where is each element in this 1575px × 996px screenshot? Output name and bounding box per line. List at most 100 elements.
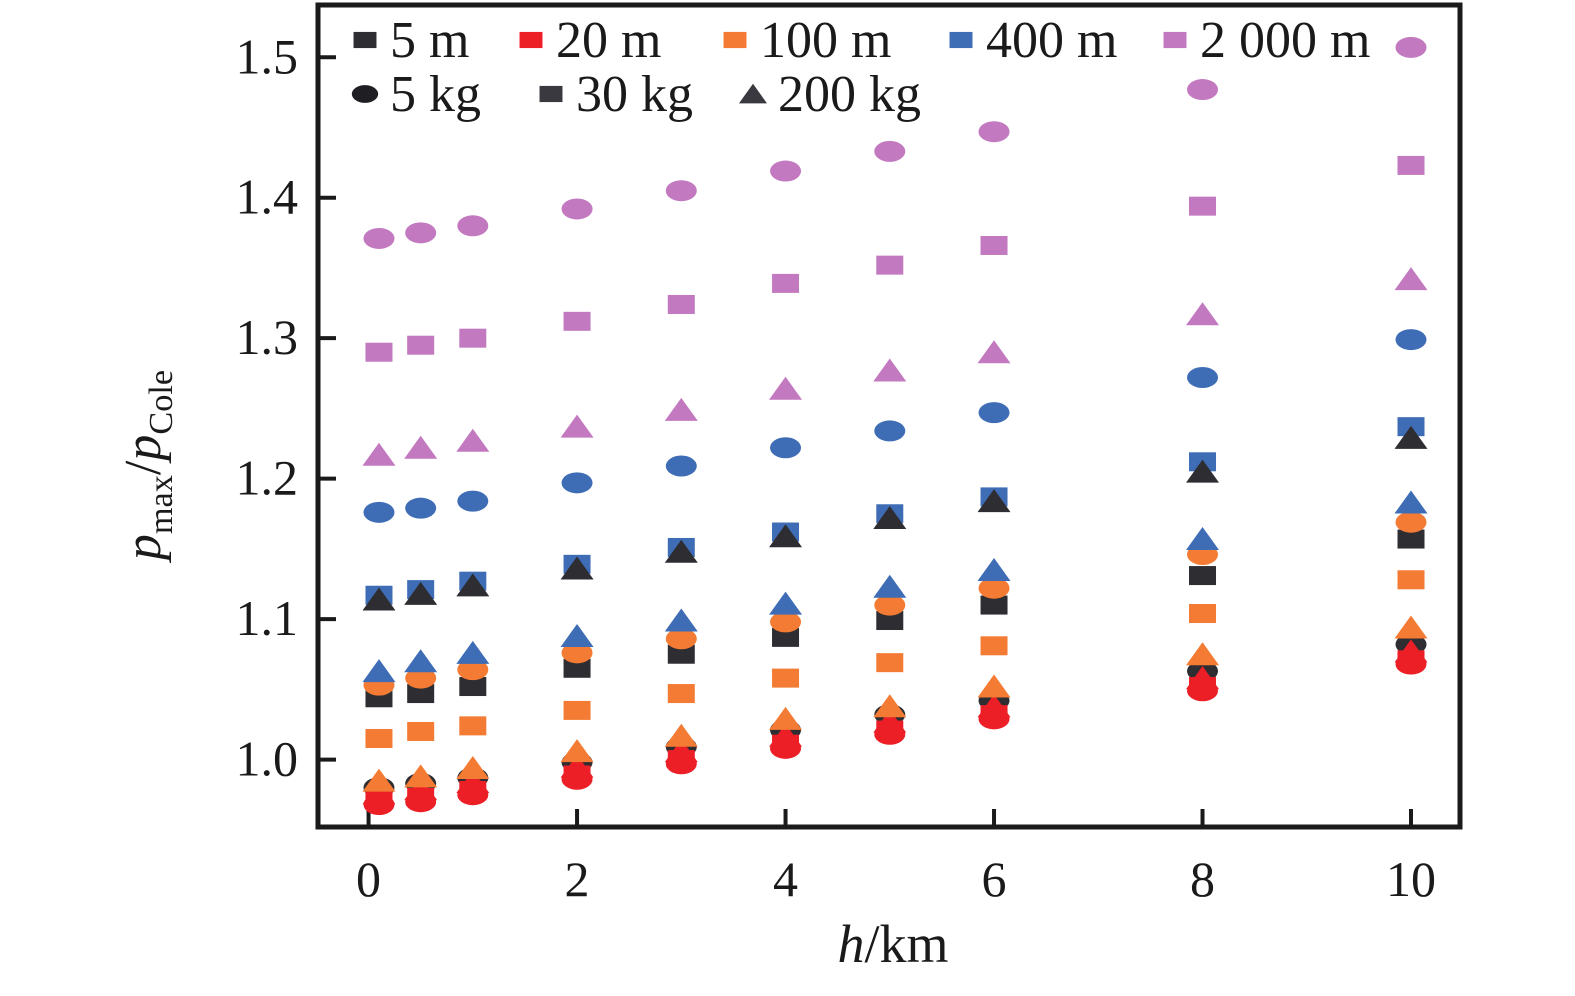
- legend-swatch-30-kg: [539, 85, 563, 103]
- marker-100-m-5-kg-h10: [1395, 511, 1427, 533]
- marker-100-m-200-kg-h6: [977, 674, 1011, 698]
- marker-2-000-m-200-kg-h8: [1186, 302, 1220, 326]
- legend-swatch-400-m: [949, 31, 973, 49]
- marker-20-m-200-kg-h10: [1394, 639, 1428, 663]
- marker-400-m-200-kg-h10: [1394, 490, 1428, 514]
- marker-2-000-m-30-kg-h0.1: [365, 342, 393, 362]
- marker-100-m-5-kg-h3: [665, 628, 697, 650]
- marker-2-000-m-5-kg-h3: [665, 180, 697, 202]
- marker-100-m-200-kg-h8: [1186, 642, 1220, 666]
- legend-label-2-000-m: 2 000 m: [1200, 12, 1370, 69]
- marker-400-m-200-kg-h8: [1186, 527, 1220, 551]
- marker-20-m-200-kg-h1: [456, 770, 490, 794]
- marker-20-m-200-kg-h2: [560, 754, 594, 778]
- marker-5-m-200-kg-h3: [664, 539, 698, 563]
- marker-100-m-5-kg-h2: [561, 642, 593, 664]
- marker-2-000-m-30-kg-h3: [667, 294, 695, 314]
- marker-5-m-200-kg-h5: [873, 505, 907, 529]
- marker-400-m-5-kg-h0.5: [405, 497, 437, 519]
- marker-2-000-m-5-kg-h10: [1395, 36, 1427, 58]
- marker-100-m-200-kg-h10: [1394, 615, 1428, 639]
- marker-400-m-200-kg-h0.5: [404, 649, 438, 673]
- legend-label-200-kg: 200 kg: [778, 66, 921, 123]
- marker-20-m-200-kg-h5: [873, 709, 907, 733]
- legend-swatch-20-m: [519, 31, 543, 49]
- legend-label-5-m: 5 m: [390, 12, 469, 69]
- x-tick-label: 0: [356, 851, 381, 907]
- legend-swatch-2-000-m: [1163, 31, 1187, 49]
- marker-2-000-m-200-kg-h0.5: [404, 435, 438, 459]
- marker-100-m-30-kg-h6: [980, 636, 1008, 656]
- legend-swatch-5-kg: [351, 85, 379, 103]
- legend-label-30-kg: 30 kg: [576, 66, 693, 123]
- marker-20-m-200-kg-h4: [769, 723, 803, 747]
- y-tick-label: 1.2: [236, 450, 299, 506]
- marker-100-m-200-kg-h0.1: [362, 768, 396, 792]
- marker-400-m-200-kg-h2: [560, 623, 594, 647]
- marker-5-m-30-kg-h4: [772, 627, 800, 647]
- marker-100-m-5-kg-h0.5: [405, 667, 437, 689]
- marker-100-m-30-kg-h5: [876, 653, 904, 673]
- marker-100-m-5-kg-h1: [457, 659, 489, 681]
- marker-20-m-200-kg-h8: [1186, 666, 1220, 690]
- marker-2-000-m-30-kg-h4: [772, 273, 800, 293]
- marker-5-m-30-kg-h5: [876, 611, 904, 631]
- marker-5-m-200-kg-h4: [769, 524, 803, 548]
- marker-5-m-200-kg-h0.5: [404, 581, 438, 605]
- marker-400-m-200-kg-h6: [977, 557, 1011, 581]
- marker-2-000-m-30-kg-h8: [1189, 196, 1217, 216]
- legend-swatch-200-kg: [738, 83, 768, 104]
- marker-100-m-5-kg-h4: [770, 611, 802, 633]
- marker-100-m-5-kg-h6: [978, 577, 1010, 599]
- marker-400-m-5-kg-h1: [457, 490, 489, 512]
- marker-400-m-200-kg-h3: [664, 608, 698, 632]
- marker-5-m-200-kg-h1: [456, 573, 490, 597]
- marker-5-m-200-kg-h6: [977, 489, 1011, 513]
- marker-2-000-m-5-kg-h0.1: [363, 227, 395, 249]
- marker-100-m-30-kg-h10: [1397, 570, 1425, 590]
- y-tick-label: 1.3: [236, 309, 299, 365]
- y-tick-label: 1.0: [236, 731, 299, 787]
- marker-2-000-m-5-kg-h6: [978, 121, 1010, 143]
- marker-20-m-200-kg-h6: [977, 694, 1011, 718]
- marker-400-m-5-kg-h10: [1395, 329, 1427, 351]
- marker-400-m-5-kg-h8: [1187, 367, 1219, 389]
- marker-100-m-5-kg-h5: [874, 594, 906, 616]
- legend-label-20-m: 20 m: [556, 12, 661, 69]
- marker-100-m-30-kg-h2: [563, 700, 591, 720]
- marker-400-m-5-kg-h0.1: [363, 501, 395, 523]
- marker-400-m-5-kg-h4: [770, 437, 802, 459]
- marker-5-m-30-kg-h1: [459, 677, 487, 697]
- marker-5-m-30-kg-h3: [667, 644, 695, 664]
- legend-swatch-100-m: [723, 31, 747, 49]
- x-tick-label: 10: [1386, 851, 1436, 907]
- marker-400-m-200-kg-h0.1: [362, 659, 396, 683]
- marker-100-m-30-kg-h0.5: [407, 721, 435, 741]
- marker-2-000-m-30-kg-h5: [876, 255, 904, 275]
- marker-20-m-200-kg-h0.1: [362, 781, 396, 805]
- marker-2-000-m-5-kg-h0.5: [405, 222, 437, 244]
- marker-5-m-200-kg-h10: [1394, 425, 1428, 449]
- marker-5-m-30-kg-h0.5: [407, 684, 435, 704]
- marker-100-m-200-kg-h0.5: [404, 764, 438, 788]
- marker-2-000-m-30-kg-h10: [1397, 155, 1425, 175]
- plot-frame: [315, 2, 1463, 830]
- marker-100-m-30-kg-h4: [772, 668, 800, 688]
- marker-5-m-200-kg-h0.1: [362, 587, 396, 611]
- marker-400-m-200-kg-h1: [456, 640, 490, 664]
- y-axis-title: pmax/pCole: [115, 370, 180, 564]
- y-tick-label: 1.4: [236, 169, 299, 225]
- marker-400-m-5-kg-h5: [874, 420, 906, 442]
- marker-400-m-5-kg-h3: [665, 455, 697, 477]
- legend-label-400-m: 400 m: [986, 12, 1117, 69]
- marker-2-000-m-200-kg-h2: [560, 414, 594, 438]
- marker-2-000-m-5-kg-h4: [770, 160, 802, 182]
- marker-100-m-30-kg-h8: [1189, 603, 1217, 623]
- y-tick-label: 1.1: [236, 590, 299, 646]
- marker-100-m-200-kg-h5: [873, 694, 907, 718]
- marker-100-m-200-kg-h3: [664, 723, 698, 747]
- marker-2-000-m-200-kg-h6: [977, 340, 1011, 364]
- marker-20-m-200-kg-h3: [664, 739, 698, 763]
- marker-20-m-200-kg-h0.5: [404, 777, 438, 801]
- marker-100-m-30-kg-h3: [667, 684, 695, 704]
